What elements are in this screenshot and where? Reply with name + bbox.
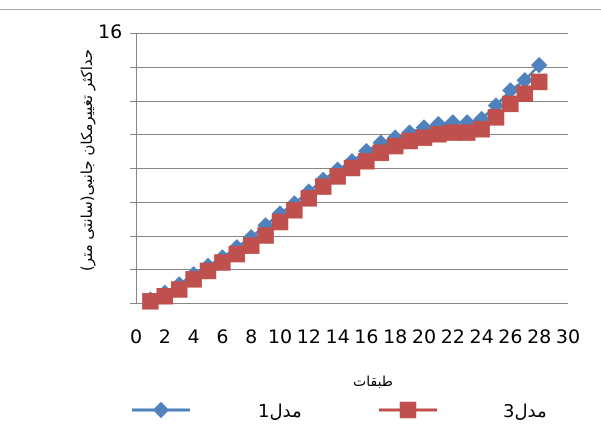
square-marker	[458, 124, 476, 141]
square-marker	[214, 254, 231, 271]
x-axis-title: طبقات	[353, 374, 393, 390]
x-tick-label: 26	[498, 326, 522, 348]
legend: مدل1 مدل3	[132, 401, 547, 422]
x-tick-label: 2	[159, 326, 171, 348]
x-tick-label: 16	[354, 326, 378, 348]
square-marker	[199, 262, 217, 280]
square-marker	[444, 124, 462, 141]
x-tick-label: 10	[268, 326, 292, 348]
diamond-marker	[152, 401, 170, 419]
square-marker	[530, 73, 548, 91]
x-tick-label: 6	[216, 326, 228, 348]
square-marker	[300, 190, 318, 207]
legend-item: مدل1	[132, 401, 302, 422]
square-marker	[358, 153, 375, 170]
square-marker	[386, 137, 404, 155]
square-marker	[142, 293, 159, 310]
square-marker	[314, 178, 332, 195]
square-marker	[473, 120, 490, 138]
square-marker	[271, 213, 289, 231]
legend-label: مدل3	[503, 401, 547, 422]
square-marker	[372, 144, 390, 162]
x-tick-label: 8	[245, 326, 257, 348]
square-marker	[343, 159, 361, 177]
square-marker	[242, 237, 260, 254]
square-marker	[185, 271, 202, 288]
square-marker	[170, 281, 188, 298]
x-tick-label: 4	[188, 326, 200, 348]
square-marker	[502, 95, 519, 113]
legend-label: مدل1	[258, 401, 302, 422]
square-marker	[415, 129, 433, 146]
series-layer	[142, 56, 548, 310]
x-tick-label: 22	[441, 326, 465, 348]
x-tick-label: 30	[556, 326, 580, 348]
x-tick-label: 18	[383, 326, 407, 348]
square-marker	[487, 109, 505, 126]
series-2	[142, 73, 548, 310]
x-tick-label: 14	[326, 326, 350, 348]
square-marker	[329, 168, 346, 185]
x-tick-label: 28	[527, 326, 551, 348]
square-marker	[516, 85, 534, 102]
square-marker	[228, 245, 246, 263]
x-tick-label: 12	[297, 326, 321, 348]
square-marker	[399, 401, 417, 419]
y-tick-label: 16	[98, 21, 122, 43]
legend-item: مدل3	[379, 401, 547, 422]
square-marker	[156, 288, 174, 305]
x-tick-labels: 0 2 4 6 8 10 12 14 16 18 20 22 24 26 28 30	[130, 326, 580, 348]
y-axis-title: حداکثر تغییرمکان جانبی(سانتی متر)	[78, 49, 96, 271]
x-tick-label: 20	[412, 326, 436, 348]
square-marker	[286, 201, 303, 219]
square-marker	[401, 132, 418, 150]
diamond-marker	[530, 56, 548, 74]
square-marker	[257, 227, 274, 244]
x-tick-label: 0	[130, 326, 142, 348]
square-marker	[430, 126, 447, 143]
x-tick-label: 24	[470, 326, 494, 348]
